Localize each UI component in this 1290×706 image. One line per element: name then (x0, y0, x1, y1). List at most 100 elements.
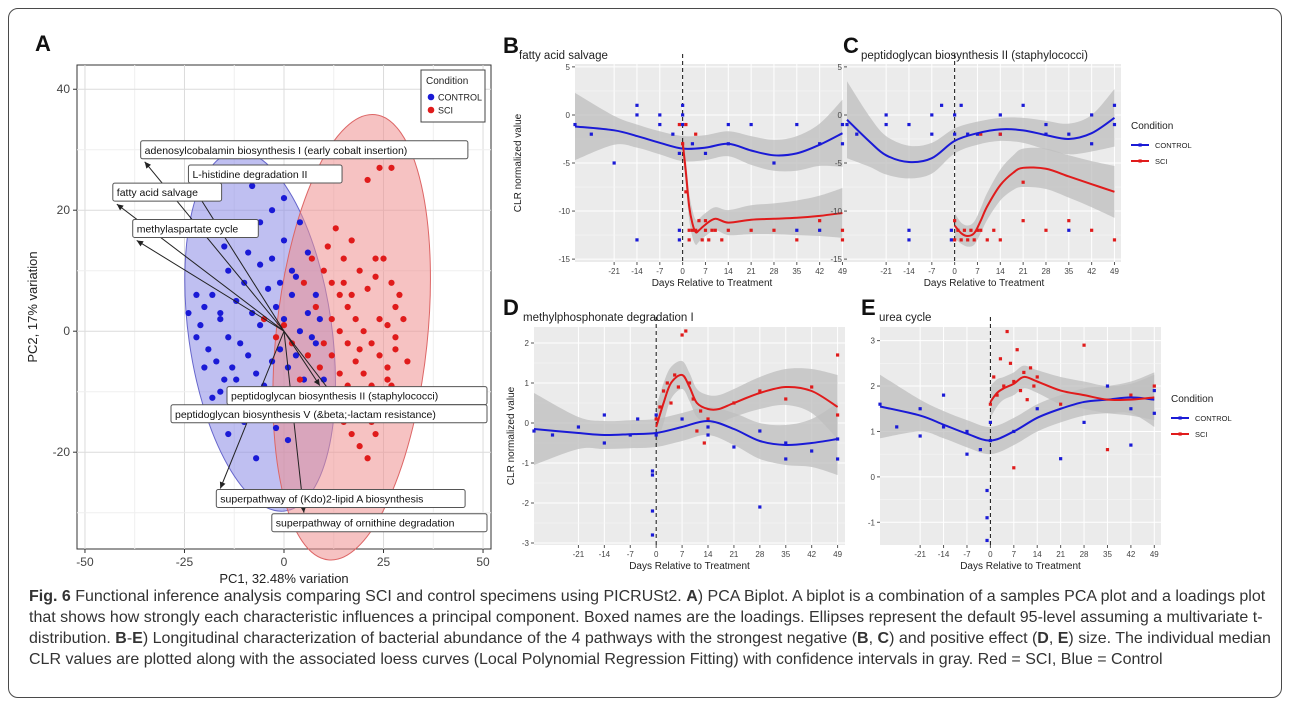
tick-label-x: -21 (573, 550, 585, 559)
ellipse-sci (272, 113, 431, 561)
caption-segment: E (132, 630, 143, 647)
data-point-control (845, 122, 849, 127)
data-point-sci (304, 352, 311, 359)
data-point-sci (992, 375, 996, 379)
data-point-sci (388, 279, 395, 286)
tick-label-x: 35 (1064, 267, 1073, 276)
data-point-sci (1025, 398, 1029, 402)
data-point-sci (684, 122, 688, 127)
data-point-control (959, 103, 963, 107)
tick-label-y: 0 (63, 324, 70, 338)
data-point-sci (795, 238, 799, 242)
data-point-sci (348, 237, 355, 244)
data-point-sci (352, 316, 359, 323)
loess-curve-sci (989, 375, 1155, 403)
data-point-control (185, 309, 192, 317)
legend-entry: CONTROL (1195, 414, 1232, 423)
data-point-sci (384, 376, 391, 383)
loading-label: superpathway of ornithine degradation (276, 518, 455, 530)
data-point-sci (372, 255, 379, 262)
data-point-control (257, 322, 264, 329)
data-point-control (229, 364, 236, 371)
tick-label-x: 21 (1056, 550, 1065, 559)
tick-label-x: 49 (833, 550, 842, 559)
axis-label-x: Days Relative to Treatment (924, 278, 1045, 289)
data-point-control (635, 238, 639, 242)
data-point-sci (344, 303, 351, 311)
data-point-control (602, 441, 606, 445)
data-point-sci (962, 228, 967, 232)
data-point-control (949, 238, 953, 242)
data-point-sci (677, 122, 681, 127)
data-point-sci (1018, 388, 1023, 393)
caption-segment: A (686, 588, 698, 605)
data-point-sci (324, 243, 331, 250)
tick-label-y: -3 (522, 539, 530, 548)
data-point-sci (694, 228, 698, 232)
data-point-control (296, 328, 304, 335)
tick-label-x: 42 (1087, 267, 1096, 276)
tick-label-x: -14 (631, 267, 643, 276)
data-point-sci (690, 228, 695, 232)
legend-entry: SCI (438, 106, 453, 116)
tick-label-x: 42 (807, 550, 816, 559)
tick-label-y: -10 (558, 207, 570, 216)
data-point-sci (336, 328, 343, 335)
legend-swatch-point (1138, 159, 1142, 163)
data-point-control (658, 113, 662, 117)
data-point-control (304, 309, 311, 317)
data-point-control (650, 469, 655, 473)
tick-label-x: 25 (377, 555, 391, 569)
panel-letter-e: E (861, 295, 876, 320)
tick-label-x: 14 (996, 267, 1005, 276)
data-point-sci (356, 443, 363, 450)
data-point-control (930, 113, 934, 117)
tick-label-x: 7 (1012, 550, 1017, 559)
axis-label-x: Days Relative to Treatment (652, 278, 773, 289)
data-point-sci (1028, 366, 1033, 370)
loading-label-box (215, 489, 466, 508)
loading-arrow (283, 330, 321, 386)
tick-label-x: 14 (724, 267, 733, 276)
data-point-control (1152, 411, 1156, 415)
data-point-sci (1021, 180, 1025, 184)
data-point-sci (673, 373, 677, 377)
tick-label-x: 0 (680, 267, 685, 276)
data-point-sci (1008, 361, 1013, 365)
data-point-control (1082, 420, 1086, 424)
loading-arrowhead (144, 161, 152, 169)
data-point-sci (356, 267, 363, 274)
data-point-control (312, 340, 319, 347)
legend-entry: SCI (1195, 430, 1208, 439)
data-point-control (237, 340, 244, 347)
data-point-control (749, 122, 753, 127)
data-point-sci (336, 370, 343, 377)
loading-label: peptidoglycan biosynthesis V (&beta;-lac… (175, 409, 436, 421)
caption-segment: B (115, 630, 127, 647)
tick-label-y: 1 (871, 427, 876, 436)
panel-letter-c: C (843, 33, 859, 58)
data-point-sci (988, 402, 992, 406)
tick-label-x: 21 (729, 550, 738, 559)
tick-label-x: 49 (1110, 267, 1119, 276)
data-point-sci (1067, 219, 1071, 223)
data-point-sci (392, 334, 399, 341)
data-point-control (650, 533, 655, 537)
data-point-control (965, 429, 969, 434)
data-point-control (1090, 142, 1094, 146)
data-point-control (1035, 407, 1039, 411)
data-point-control (930, 132, 934, 136)
confidence-ribbon-sci (954, 147, 1115, 247)
data-point-control (288, 291, 296, 298)
data-point-control (205, 346, 212, 353)
data-point-sci (676, 385, 680, 389)
loading-label-box (132, 218, 259, 238)
data-point-sci (697, 219, 701, 223)
data-point-control (589, 132, 593, 136)
data-point-sci (998, 132, 1002, 136)
data-point-sci (348, 430, 355, 438)
data-point-control (941, 393, 946, 397)
tick-label-x: -7 (627, 550, 635, 559)
data-point-control (272, 303, 280, 311)
tick-label-x: -14 (599, 550, 611, 559)
